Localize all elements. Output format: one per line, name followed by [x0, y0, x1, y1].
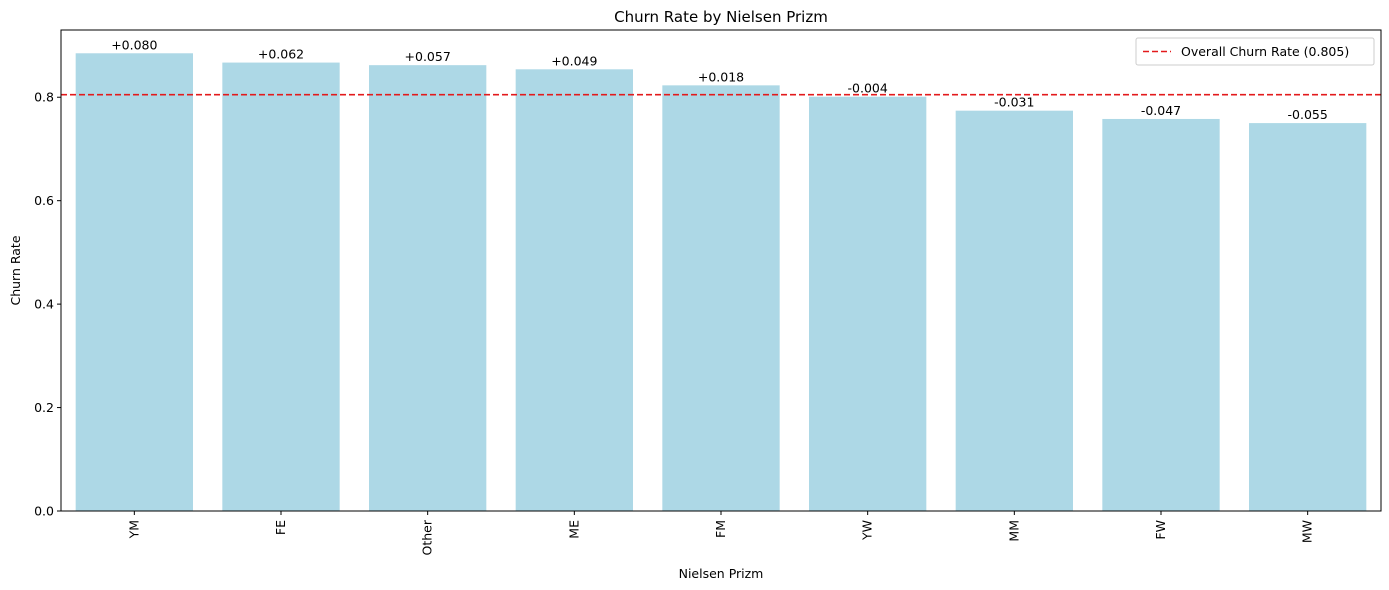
x-tick-label: FE	[273, 520, 288, 535]
x-tick-label: FM	[713, 520, 728, 538]
x-tick-label: MW	[1300, 520, 1315, 543]
plot-area: +0.080 YM +0.062 FE +0.057 Other +0.049 ME +0.01…	[34, 29, 1382, 556]
bar-mw	[1249, 123, 1367, 511]
y-tick-label: 0.0	[34, 504, 54, 519]
bar-value-label: +0.057	[405, 49, 451, 64]
legend: Overall Churn Rate (0.805)	[1135, 37, 1375, 66]
bar-value-label: -0.004	[848, 81, 888, 96]
bar-me	[515, 69, 633, 511]
x-tick-label: ME	[566, 520, 581, 539]
bar-value-label: +0.018	[698, 69, 744, 84]
bar-value-label: +0.049	[551, 53, 597, 68]
bar-fm	[662, 85, 780, 512]
bar-value-label: -0.047	[1141, 103, 1181, 118]
x-axis-label: Nielsen Prizm	[679, 566, 764, 581]
x-tick-label: YW	[860, 520, 875, 541]
bar-fe	[222, 62, 340, 512]
bar-value-label: -0.055	[1288, 107, 1328, 122]
chart-title: Churn Rate by Nielsen Prizm	[614, 8, 828, 26]
bar-other	[369, 65, 487, 511]
legend-label: Overall Churn Rate (0.805)	[1181, 44, 1349, 59]
legend-box	[1135, 37, 1375, 66]
x-tick-label: MM	[1006, 520, 1021, 542]
y-tick-label: 0.2	[34, 400, 54, 415]
bar-value-label: +0.062	[258, 47, 304, 62]
bar-yw	[809, 96, 927, 511]
x-tick-label: YM	[126, 520, 141, 539]
x-tick-label: Other	[420, 519, 435, 555]
y-axis-label: Churn Rate	[8, 235, 23, 305]
bar-value-label: -0.031	[994, 95, 1034, 110]
y-tick-label: 0.8	[34, 90, 54, 105]
bar-value-label: +0.080	[111, 37, 157, 52]
bar-fw	[1102, 118, 1220, 511]
bar-ym	[75, 53, 193, 511]
y-tick-label: 0.4	[34, 297, 54, 312]
x-tick-label: FW	[1153, 520, 1168, 540]
y-tick-label: 0.6	[34, 193, 54, 208]
bar-mm	[955, 110, 1073, 511]
plot-frame	[60, 29, 1382, 512]
